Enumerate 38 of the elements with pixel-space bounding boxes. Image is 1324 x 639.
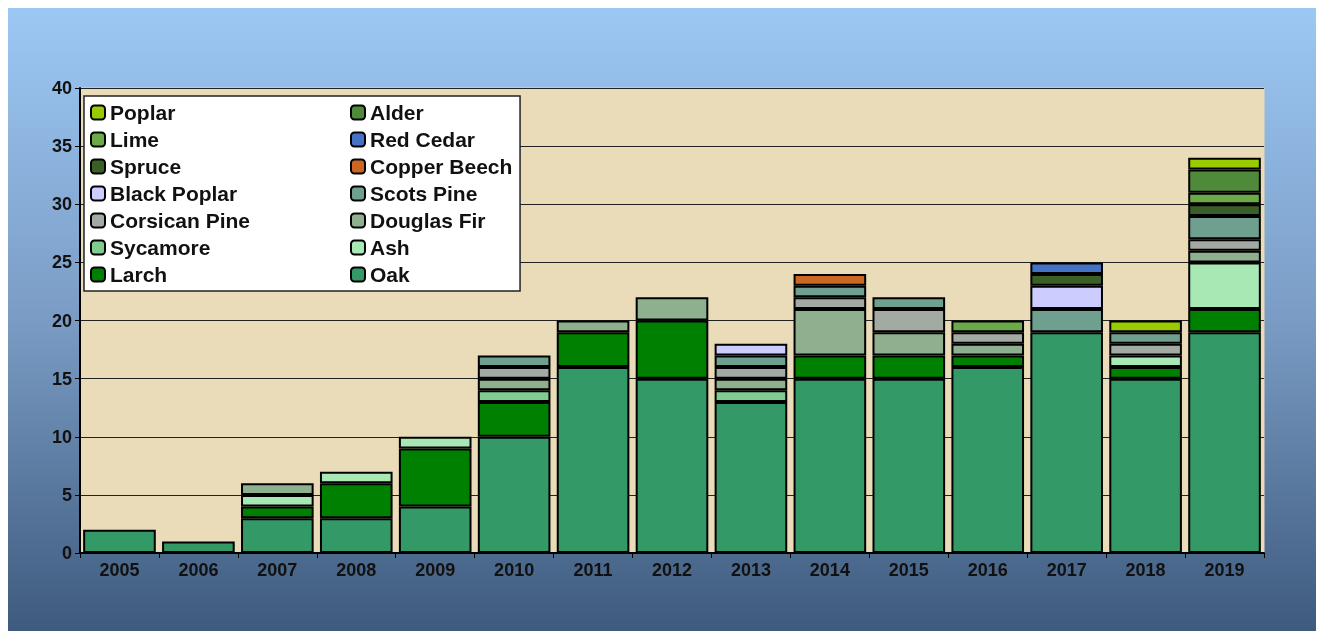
y-tick-label: 10 <box>51 426 72 447</box>
x-tick-label: 2005 <box>99 560 140 580</box>
x-tick-label: 2019 <box>1204 560 1245 580</box>
legend-label: Douglas Fir <box>370 209 486 232</box>
x-tick-label: 2007 <box>257 560 298 580</box>
legend-label: Oak <box>370 263 411 286</box>
y-tick-label: 35 <box>51 136 72 157</box>
x-tick-label: 2014 <box>809 560 850 580</box>
legend-label: Poplar <box>110 101 176 124</box>
legend-label: Red Cedar <box>370 128 476 151</box>
x-tick-label: 2013 <box>730 560 771 580</box>
x-tick-label: 2010 <box>494 560 535 580</box>
y-tick-label: 0 <box>61 543 72 563</box>
x-tick-label: 2012 <box>651 560 693 580</box>
legend-label: Black Poplar <box>110 182 238 205</box>
legend-label: Spruce <box>110 155 182 178</box>
x-tick-label: 2018 <box>1125 560 1166 580</box>
legend-label: Sycamore <box>110 236 211 259</box>
y-tick-label: 40 <box>51 78 72 98</box>
y-tick-label: 25 <box>51 252 72 273</box>
x-tick-label: 2006 <box>178 560 219 580</box>
legend-label: Corsican Pine <box>110 209 251 232</box>
legend-label: Lime <box>110 128 160 151</box>
x-tick-label: 2016 <box>967 560 1008 580</box>
y-tick-label: 15 <box>51 368 72 389</box>
x-tick-label: 2017 <box>1046 560 1087 580</box>
y-tick-label: 30 <box>51 194 72 215</box>
legend-label: Larch <box>110 263 168 286</box>
legend-label: Alder <box>370 101 424 124</box>
legend-label: Scots Pine <box>370 182 478 205</box>
x-tick-label: 2009 <box>415 560 456 580</box>
y-tick-label: 5 <box>61 484 72 505</box>
legend-label: Copper Beech <box>370 155 513 178</box>
legend-label: Ash <box>370 236 410 259</box>
x-tick-label: 2008 <box>336 560 377 580</box>
y-tick-label: 20 <box>51 310 72 331</box>
x-tick-label: 2015 <box>888 560 929 580</box>
x-tick-label: 2011 <box>573 560 613 580</box>
